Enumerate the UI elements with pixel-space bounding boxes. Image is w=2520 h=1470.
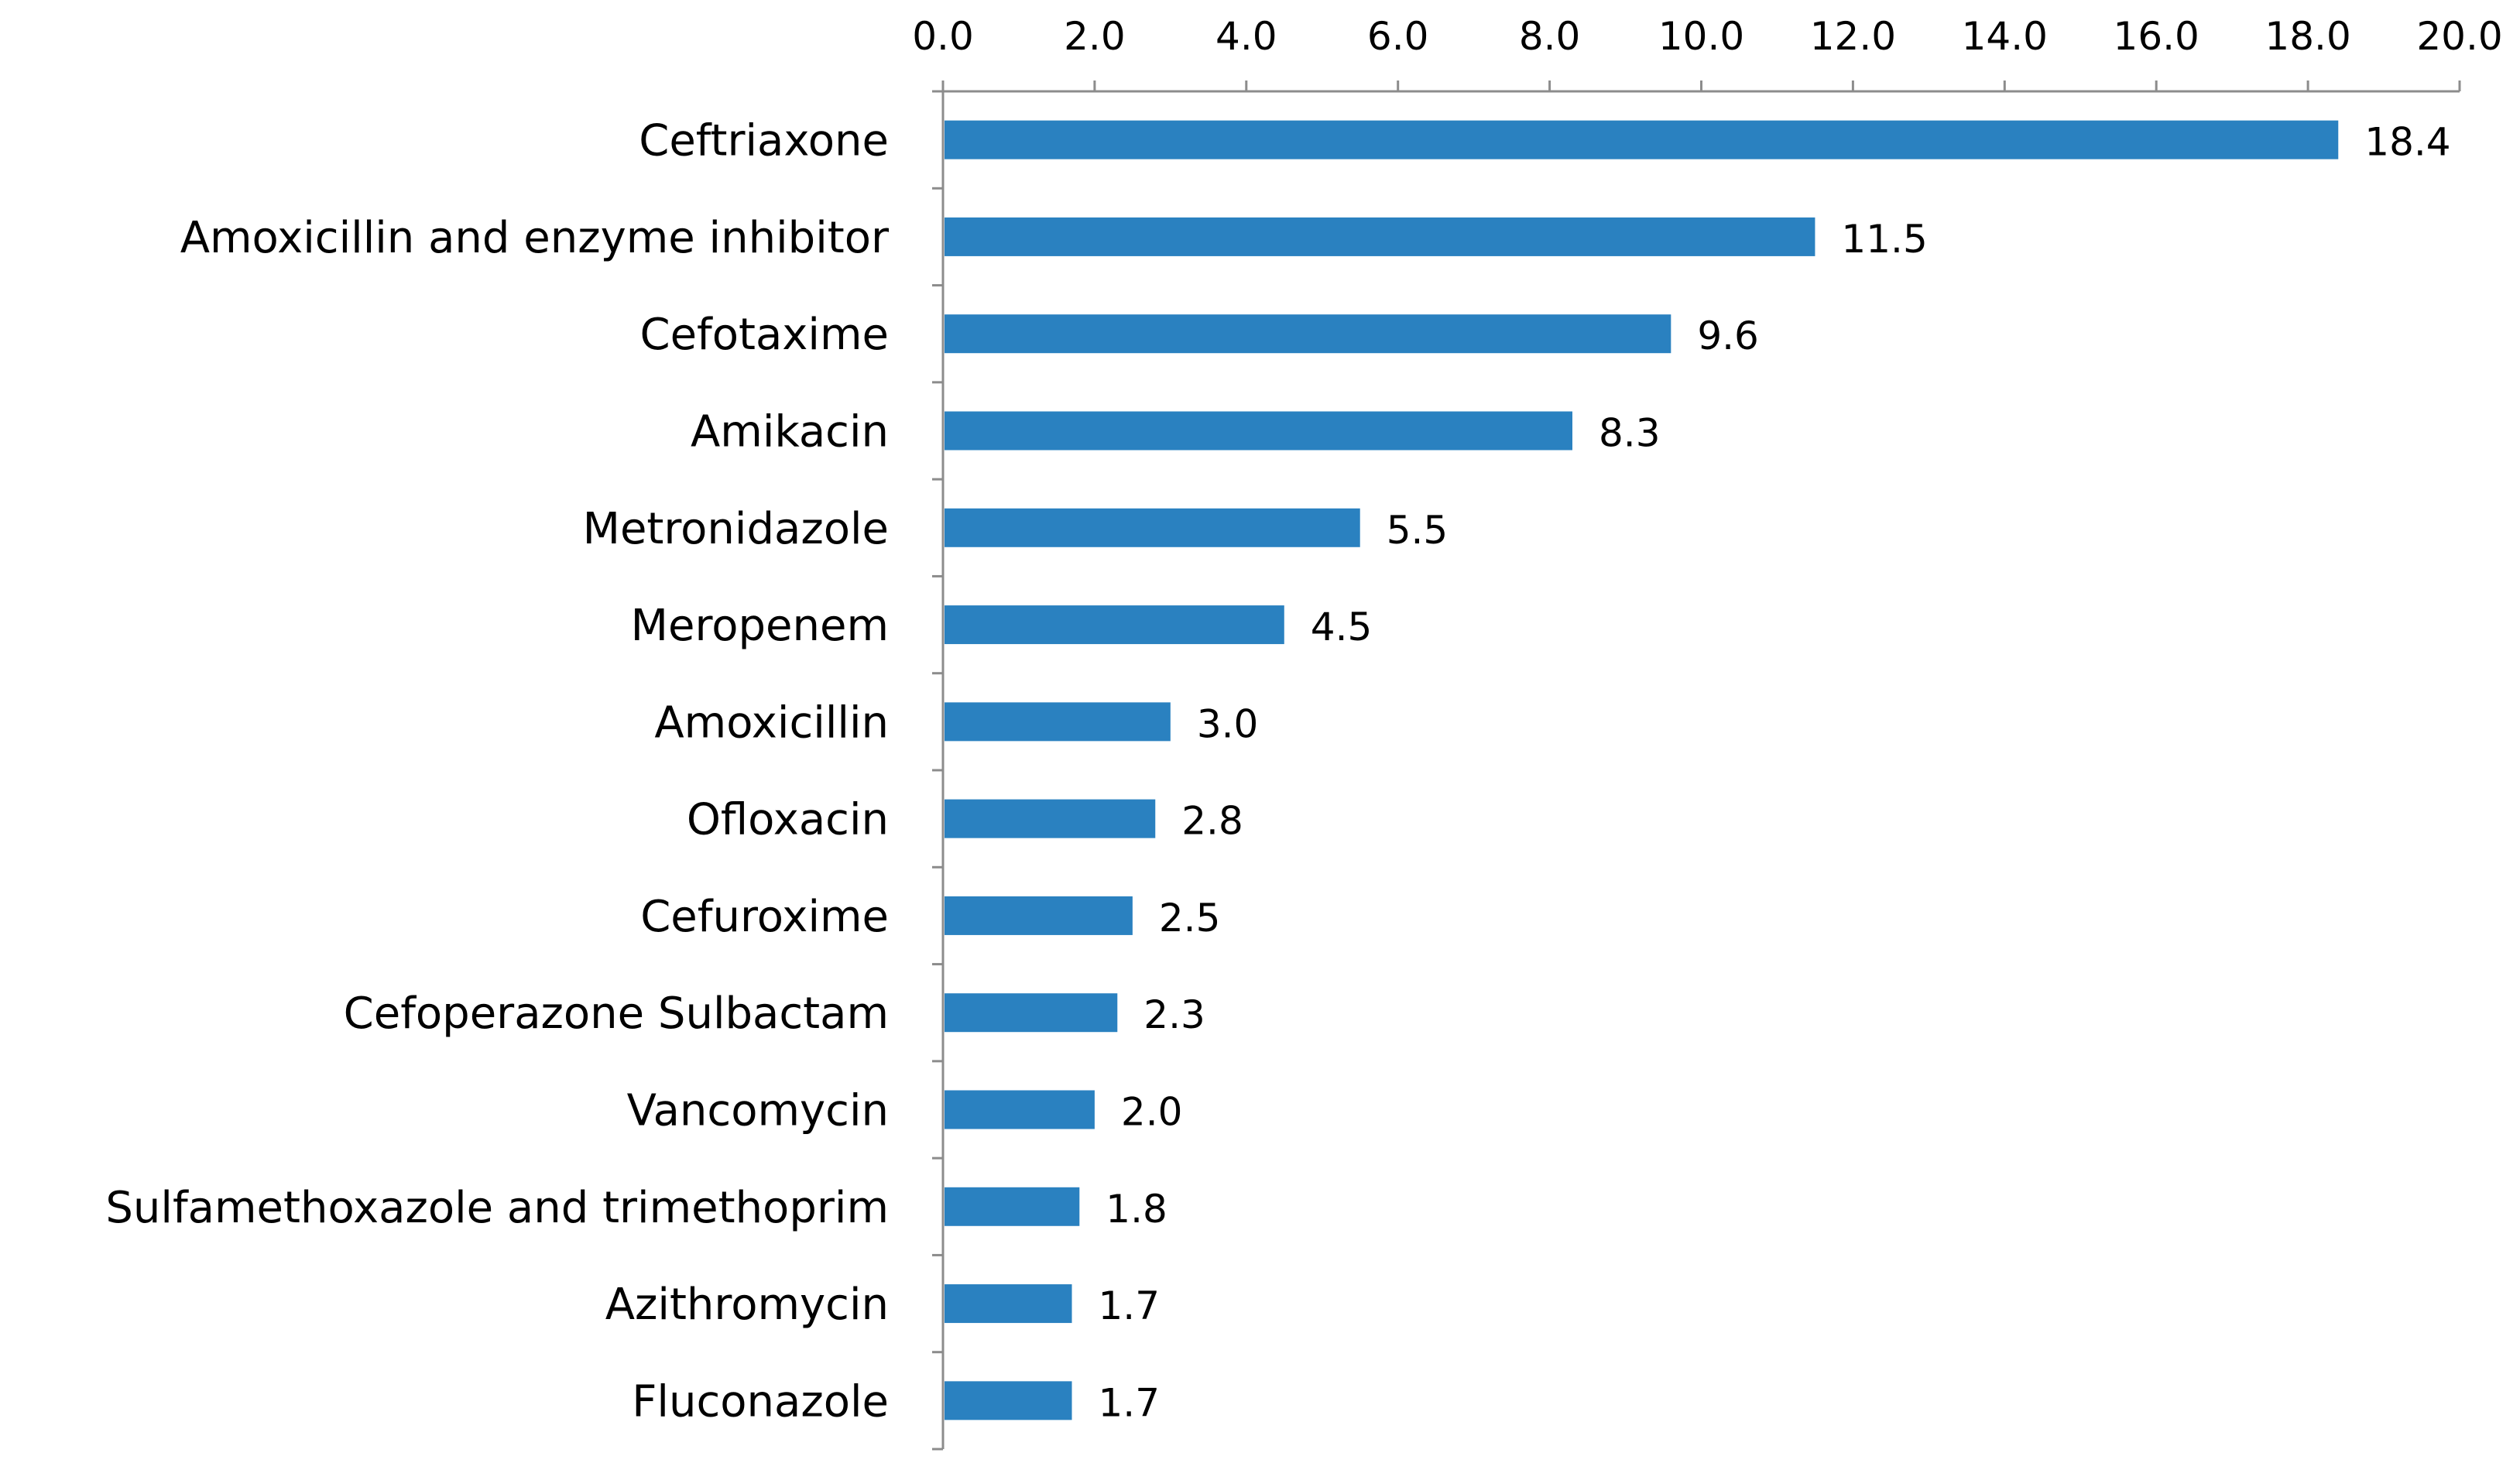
bar <box>945 1381 1072 1420</box>
x-tick-label: 10.0 <box>1658 14 1744 59</box>
axis-layer <box>932 81 2461 1451</box>
label-layer: 0.0 2.0 4.0 6.0 8.0 10.0 12.0 14.0 16.0 18.0 20.0 C… <box>105 14 2502 1427</box>
x-tick-label: 18.0 <box>2265 14 2350 59</box>
data-label: 11.5 <box>1841 217 1927 262</box>
x-tick-label: 14.0 <box>1962 14 2048 59</box>
x-tick-label: 16.0 <box>2114 14 2199 59</box>
bar-layer <box>945 120 2339 1420</box>
data-label: 1.7 <box>1099 1283 1161 1328</box>
x-tick-label: 2.0 <box>1064 14 1126 59</box>
x-tick-label: 4.0 <box>1215 14 1277 59</box>
category-label: Fluconazole <box>632 1376 889 1427</box>
data-label: 1.8 <box>1106 1187 1167 1232</box>
bar <box>945 508 1360 547</box>
category-label: Ceftriaxone <box>639 116 889 166</box>
bar <box>945 799 1156 838</box>
data-label: 5.5 <box>1387 508 1449 553</box>
category-label: Vancomycin <box>627 1086 889 1136</box>
bar <box>945 605 1284 645</box>
category-label: Amikacin <box>691 407 889 457</box>
x-tick-label: 6.0 <box>1367 14 1429 59</box>
category-label: Cefotaxime <box>639 310 889 360</box>
category-label: Amoxicillin and enzyme inhibitor <box>180 213 890 263</box>
data-label: 8.3 <box>1599 411 1661 456</box>
data-label: 9.6 <box>1697 314 1759 358</box>
data-label: 2.5 <box>1159 896 1221 941</box>
bar <box>945 993 1118 1033</box>
bar <box>945 1090 1095 1129</box>
bar <box>945 217 1815 256</box>
bar <box>945 1284 1072 1324</box>
category-label: Ofloxacin <box>687 795 889 845</box>
category-label: Azithromycin <box>605 1280 889 1330</box>
data-label: 2.0 <box>1121 1090 1183 1135</box>
x-tick-label: 12.0 <box>1810 14 1896 59</box>
data-label: 2.8 <box>1181 799 1243 844</box>
bar <box>945 411 1572 451</box>
category-label: Metronidazole <box>583 504 889 554</box>
category-label: Cefoperazone Sulbactam <box>344 989 889 1039</box>
data-label: 3.0 <box>1197 701 1259 746</box>
data-label: 1.7 <box>1099 1380 1161 1425</box>
category-label: Cefuroxime <box>640 892 889 942</box>
x-tick-label: 0.0 <box>912 14 974 59</box>
bar <box>945 120 2339 159</box>
category-label: Sulfamethoxazole and trimethoprim <box>105 1183 889 1233</box>
bar <box>945 702 1171 742</box>
bar <box>945 896 1133 935</box>
category-label: Amoxicillin <box>654 697 889 748</box>
x-tick-label: 8.0 <box>1519 14 1581 59</box>
category-label: Meropenem <box>631 601 889 651</box>
bar <box>945 314 1671 354</box>
bar <box>945 1187 1080 1226</box>
data-label: 2.3 <box>1143 992 1205 1037</box>
data-label: 4.5 <box>1311 605 1373 649</box>
x-tick-label: 20.0 <box>2416 14 2502 59</box>
data-label: 18.4 <box>2364 120 2450 165</box>
